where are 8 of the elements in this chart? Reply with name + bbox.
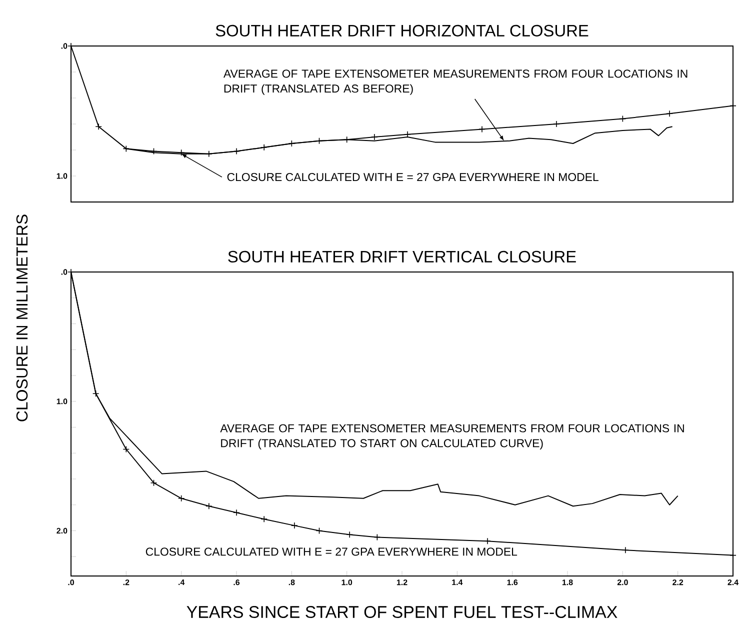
y-axis-title: CLOSURE IN MILLIMETERS	[16, 214, 28, 422]
annotation: AVERAGE OF TAPE EXTENSOMETER MEASUREMENTS FROM FOUR LOCATIONS IN DRIFT (TRANSLATED AS BEFORE)	[223, 70, 688, 95]
annotation: AVERAGE OF TAPE EXTENSOMETER MEASUREMENTS FROM FOUR LOCATIONS IN DRIFT (TRANSLATED TO START ON CALCULATED CURVE)	[220, 424, 684, 450]
annotation: CLOSURE CALCULATED WITH E = 27 GPA EVERYWHERE IN MODEL	[146, 548, 518, 556]
chart-title: SOUTH HEATER DRIFT HORIZONTAL CLOSURE	[216, 24, 588, 36]
annotation: CLOSURE CALCULATED WITH E = 27 GPA EVERYWHERE IN MODEL	[227, 172, 598, 182]
x-axis-title: YEARS SINCE START OF SPENT FUEL TEST--CLIMAX	[186, 606, 618, 618]
chart-title: SOUTH HEATER DRIFT VERTICAL CLOSURE	[228, 250, 576, 262]
